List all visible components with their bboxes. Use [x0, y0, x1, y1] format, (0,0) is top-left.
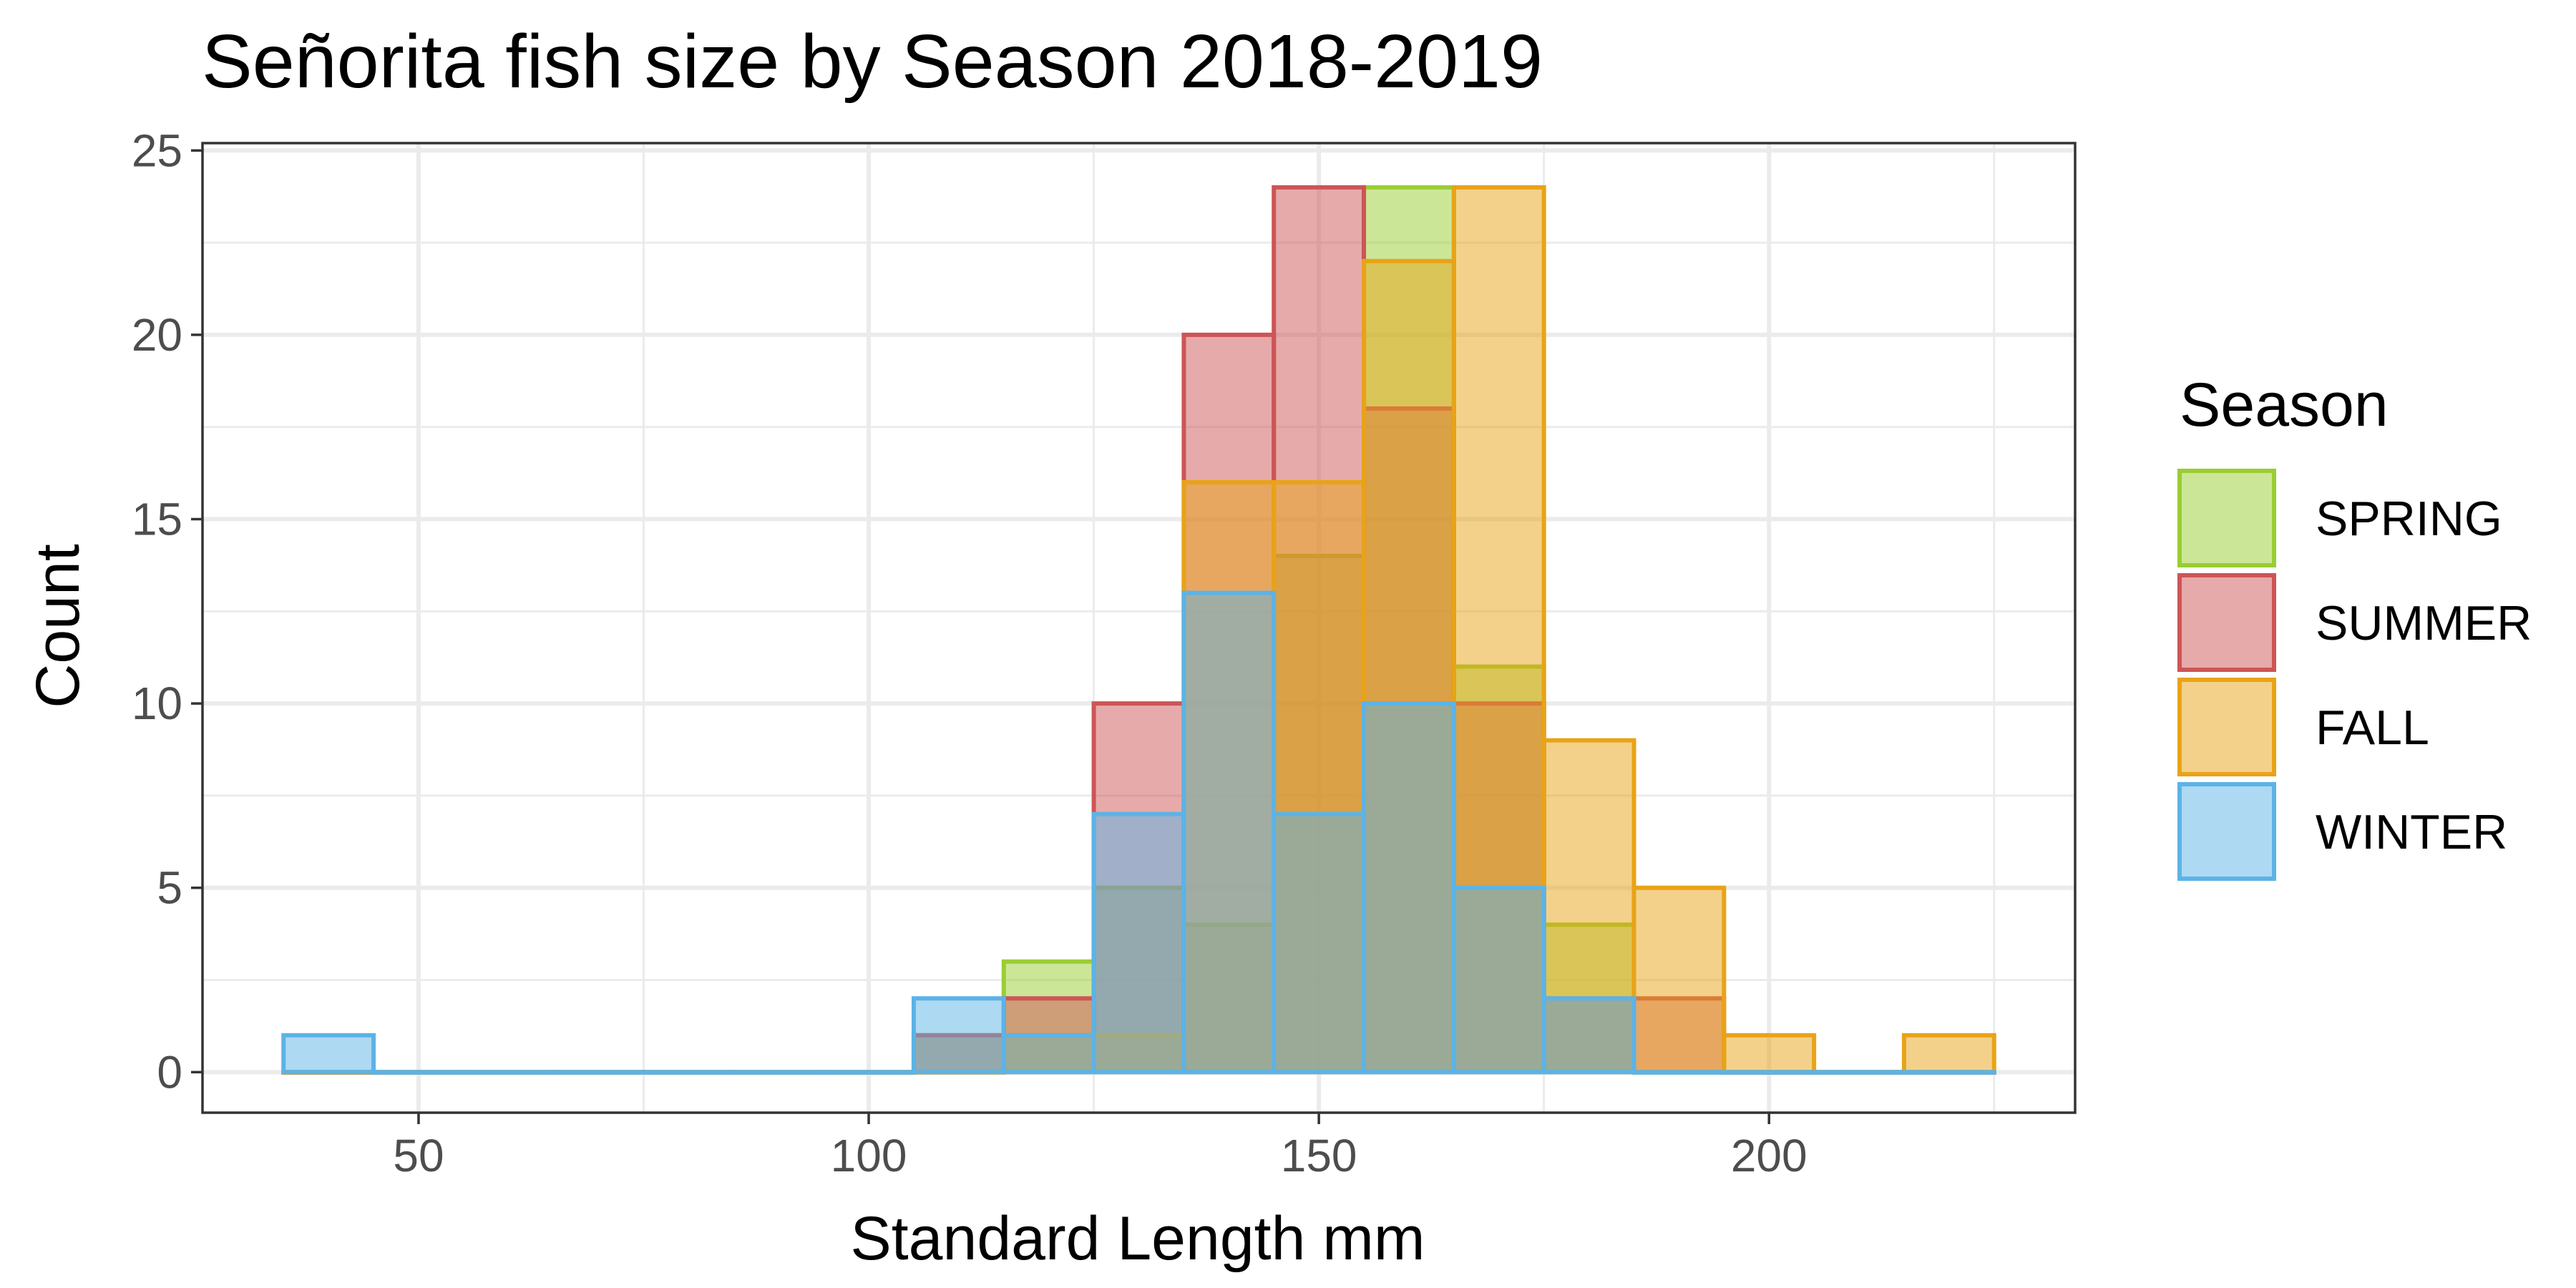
series-winter [281, 590, 1996, 1075]
legend-key-winter [2177, 782, 2276, 881]
legend-label-summer: SUMMER [2316, 596, 2532, 650]
bar-fall-200 [1722, 1033, 1817, 1075]
legend: Season SPRING SUMMER FALL WINTER [2177, 371, 2532, 881]
bar-fall-190 [1631, 885, 1727, 1075]
axes: 50 100 150 200 0 5 10 15 20 25 [132, 125, 1807, 1181]
bar-winter-80 [641, 1070, 736, 1075]
bar-winter-50 [371, 1070, 466, 1075]
legend-title: Season [2180, 371, 2389, 439]
x-tick-label: 100 [831, 1130, 907, 1181]
y-axis-title: Count [24, 544, 92, 708]
legend-key-summer [2177, 573, 2276, 672]
bar-winter-130 [1091, 811, 1186, 1075]
chart-title: Señorita fish size by Season 2018-2019 [202, 19, 1543, 104]
bar-winter-70 [551, 1070, 646, 1075]
x-tick-label: 150 [1281, 1130, 1357, 1181]
y-tick-label: 20 [132, 309, 182, 361]
x-tick-label: 50 [393, 1130, 444, 1181]
y-tick-label: 25 [132, 125, 182, 176]
bar-winter-90 [731, 1070, 826, 1075]
y-tick-label: 0 [157, 1046, 182, 1098]
legend-label-spring: SPRING [2316, 492, 2502, 546]
histogram-bars [281, 185, 1996, 1075]
bar-winter-200 [1722, 1070, 1817, 1075]
bar-winter-160 [1362, 701, 1456, 1075]
bar-winter-120 [1001, 1033, 1096, 1075]
bar-winter-170 [1451, 885, 1546, 1075]
panel-border [201, 142, 2077, 1114]
plot-panel [201, 142, 2077, 1114]
bar-winter-40 [281, 1033, 376, 1075]
bar-fall-220 [1901, 1033, 1996, 1075]
legend-label-winter: WINTER [2316, 805, 2507, 859]
legend-label-fall: FALL [2316, 701, 2429, 755]
x-tick-label: 200 [1731, 1130, 1807, 1181]
bar-winter-110 [911, 996, 1006, 1075]
y-tick-label: 10 [132, 678, 182, 729]
bar-winter-100 [821, 1070, 916, 1075]
legend-key-spring [2177, 469, 2276, 567]
y-tick-label: 5 [157, 862, 182, 914]
legend-key-fall [2177, 678, 2276, 776]
x-axis-title: Standard Length mm [850, 1204, 1425, 1273]
bar-winter-60 [461, 1070, 556, 1075]
y-tick-label: 15 [132, 494, 182, 545]
bar-winter-140 [1181, 590, 1277, 1075]
bar-winter-190 [1631, 1070, 1727, 1075]
bar-winter-180 [1541, 996, 1636, 1075]
bar-winter-210 [1812, 1070, 1906, 1075]
bar-winter-150 [1272, 811, 1367, 1075]
bar-winter-220 [1901, 1070, 1996, 1075]
